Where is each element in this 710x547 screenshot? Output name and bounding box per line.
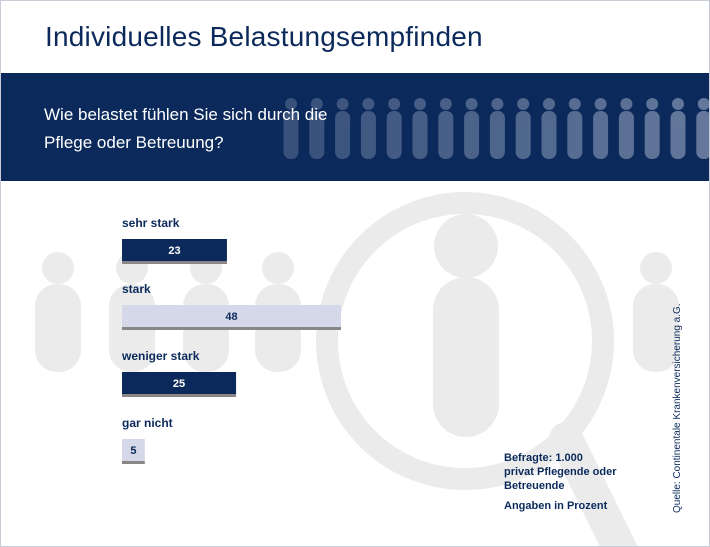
- bar-value-label: 23: [168, 245, 180, 257]
- respondents-line-3: Betreuende: [504, 480, 565, 492]
- magnifier-icon: [316, 192, 638, 546]
- highlighted-person-icon: [433, 214, 499, 437]
- bar-shadow: [122, 261, 227, 264]
- banner-person-icon: [386, 98, 402, 159]
- banner-person-icon: [515, 98, 531, 159]
- banner-person-icon: [696, 98, 709, 159]
- banner-person-icon: [489, 98, 505, 159]
- person-icon: [35, 252, 81, 372]
- banner-person-icon: [541, 98, 557, 159]
- survey-question: Wie belastet fühlen Sie sich durch die P…: [44, 101, 328, 157]
- bar: [122, 439, 145, 461]
- respondents-line-2: privat Pflegende oder: [504, 466, 617, 478]
- question-line-2: Pflege oder Betreuung?: [44, 133, 224, 152]
- background-illustration: [35, 192, 679, 546]
- banner-person-icon: [567, 98, 583, 159]
- bar-value-label: 25: [173, 378, 185, 390]
- banner-person-icon: [283, 98, 299, 159]
- bar: [122, 239, 227, 261]
- bar-category-label: stark: [122, 282, 151, 296]
- bar-category-label: weniger stark: [121, 349, 200, 363]
- banner-person-icon: [309, 98, 325, 159]
- banner-person-icon: [644, 98, 660, 159]
- banner-person-icon: [438, 98, 454, 159]
- source-credit: Quelle: Continentale Krankenversicherung…: [672, 303, 683, 513]
- bar: [122, 372, 237, 394]
- banner-person-icon: [412, 98, 428, 159]
- banner-person-icon: [593, 98, 609, 159]
- respondents-note: Befragte: 1.000 privat Pflegende oder Be…: [504, 451, 616, 493]
- bar-shadow: [122, 394, 237, 397]
- banner-person-icon: [335, 98, 351, 159]
- bar-value-label: 48: [225, 311, 237, 323]
- background-people-icons: [35, 214, 679, 437]
- bar-chart: sehr stark 23 stark 48 weniger stark 25 gar ni…: [121, 216, 341, 464]
- question-line-1: Wie belastet fühlen Sie sich durch die: [44, 105, 328, 124]
- banner-person-icon: [618, 98, 634, 159]
- banner-person-icon: [464, 98, 480, 159]
- banner-person-icon: [670, 98, 686, 159]
- banner-people-pattern: [283, 98, 709, 159]
- page-title: Individuelles Belastungsempfinden: [45, 21, 483, 52]
- bar-shadow: [122, 461, 145, 464]
- unit-note: Angaben in Prozent: [504, 500, 608, 512]
- question-banner: Wie belastet fühlen Sie sich durch die P…: [1, 73, 709, 181]
- respondents-line-1: Befragte: 1.000: [504, 452, 583, 464]
- banner-person-icon: [360, 98, 376, 159]
- bar-category-label: sehr stark: [122, 216, 180, 230]
- bar-value-label: 5: [130, 445, 136, 457]
- bar-category-label: gar nicht: [122, 416, 173, 430]
- bar: [122, 305, 341, 327]
- bar-shadow: [122, 327, 341, 330]
- person-icon: [633, 252, 679, 372]
